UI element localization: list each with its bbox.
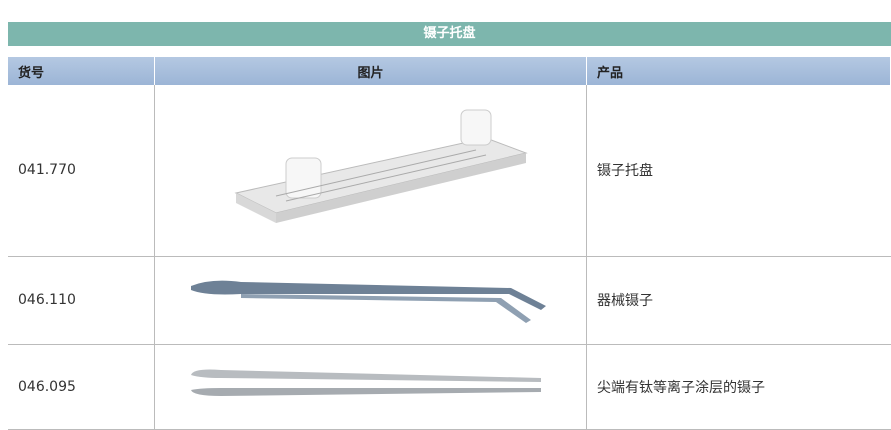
column-header: 产品 [586,57,891,85]
product-image [154,344,587,430]
product-image [154,85,587,257]
product-name: 尖端有钛等离子涂层的镊子 [586,344,891,430]
item-number: 041.770 [8,85,155,257]
forceps-image [190,280,546,323]
header-row: 货号 图片 产品 [8,57,891,85]
row: 046.095 尖端有钛等离子涂层的镊子 [8,344,891,430]
product-name: 器械镊子 [586,256,891,345]
tweezers-image [190,369,541,396]
product-image [154,256,587,345]
row: 041.770 镊子托盘 [8,85,891,257]
product-table: 货号 图片 产品 041.770 镊子托盘 046.110 器械镊子 046.0… [8,57,891,430]
item-number: 046.095 [8,344,155,430]
column-header: 货号 [8,57,155,85]
table-title: 镊子托盘 [8,22,891,46]
row: 046.110 器械镊子 [8,256,891,345]
item-number: 046.110 [8,256,155,345]
column-header: 图片 [154,57,587,85]
product-name: 镊子托盘 [586,85,891,257]
tray-image [234,109,528,224]
